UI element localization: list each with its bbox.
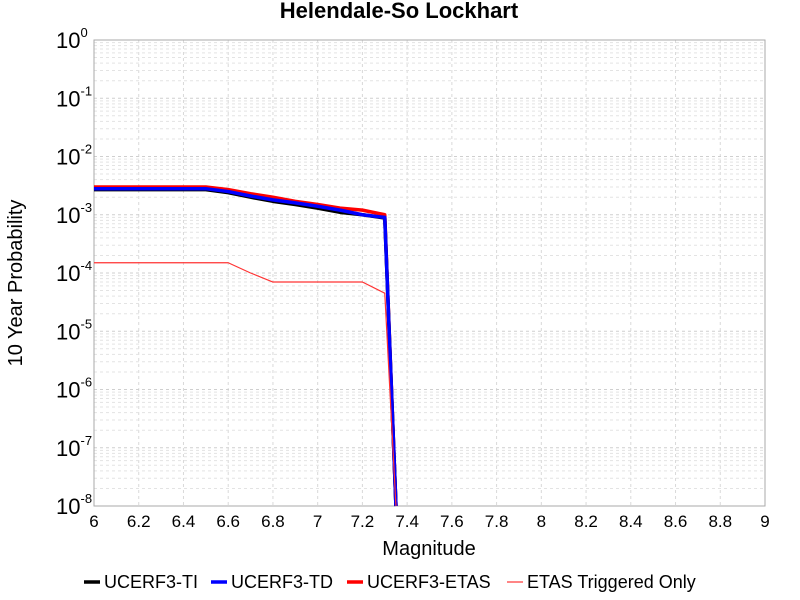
x-axis-label: Magnitude bbox=[382, 538, 475, 560]
y-tick-base: 10 bbox=[56, 28, 80, 53]
y-tick-label: 100 bbox=[56, 25, 88, 53]
plot-frame bbox=[93, 39, 766, 507]
y-tick-label: 10-6 bbox=[56, 375, 92, 403]
x-tick-label: 8.6 bbox=[664, 512, 688, 531]
legend-label: UCERF3-TD bbox=[231, 572, 333, 592]
legend-label: UCERF3-ETAS bbox=[367, 572, 491, 592]
x-tick-label: 7.2 bbox=[351, 512, 375, 531]
x-tick-label: 8 bbox=[537, 512, 546, 531]
y-tick-exponent: -2 bbox=[80, 142, 92, 157]
y-tick-exponent: -5 bbox=[80, 316, 92, 331]
x-tick-label: 9 bbox=[760, 512, 769, 531]
y-tick-exponent: -1 bbox=[80, 83, 92, 98]
y-tick-exponent: -8 bbox=[80, 491, 92, 506]
x-tick-label: 8.2 bbox=[574, 512, 598, 531]
x-tick-label: 7.8 bbox=[485, 512, 509, 531]
y-tick-label: 10-7 bbox=[56, 433, 92, 461]
x-axis-ticks: 6 6.2 6.4 6.6 6.8 7 7.2 7.4 7.6 7.8 8 8.2 8.4 8.6 8.8 9 bbox=[89, 512, 769, 531]
y-tick-base: 10 bbox=[56, 145, 80, 170]
chart-title: Helendale-So Lockhart bbox=[280, 0, 519, 23]
y-tick-base: 10 bbox=[56, 86, 80, 111]
x-tick-label: 6.6 bbox=[216, 512, 240, 531]
y-tick-label: 10-8 bbox=[56, 491, 92, 519]
y-tick-base: 10 bbox=[56, 261, 80, 286]
x-tick-label: 7 bbox=[313, 512, 322, 531]
series-group bbox=[94, 185, 398, 507]
x-tick-label: 8.8 bbox=[708, 512, 732, 531]
y-tick-label: 10-1 bbox=[56, 83, 92, 111]
y-tick-exponent: 0 bbox=[80, 25, 87, 40]
grid bbox=[93, 40, 766, 507]
y-tick-base: 10 bbox=[56, 378, 80, 403]
y-tick-label: 10-4 bbox=[56, 258, 92, 286]
legend-label: UCERF3-TI bbox=[104, 572, 198, 592]
y-tick-base: 10 bbox=[56, 319, 80, 344]
series-line-ucerf3-td bbox=[94, 186, 398, 507]
legend-label: ETAS Triggered Only bbox=[527, 572, 696, 592]
x-tick-label: 6.2 bbox=[127, 512, 151, 531]
y-tick-base: 10 bbox=[56, 436, 80, 461]
series-line-etas-triggered-only bbox=[94, 262, 397, 507]
y-tick-base: 10 bbox=[56, 494, 80, 519]
legend: UCERF3-TI UCERF3-TD UCERF3-ETAS ETAS Trigge… bbox=[84, 572, 696, 592]
x-tick-label: 6.8 bbox=[261, 512, 285, 531]
x-tick-label: 7.4 bbox=[395, 512, 419, 531]
x-tick-label: 7.6 bbox=[440, 512, 464, 531]
y-tick-exponent: -7 bbox=[80, 433, 92, 448]
y-axis-label: 10 Year Probability bbox=[5, 200, 27, 367]
x-tick-label: 8.4 bbox=[619, 512, 643, 531]
y-tick-exponent: -6 bbox=[80, 375, 92, 390]
y-tick-label: 10-2 bbox=[56, 142, 92, 170]
y-tick-base: 10 bbox=[56, 203, 80, 228]
y-tick-label: 10-5 bbox=[56, 316, 92, 344]
x-tick-label: 6 bbox=[89, 512, 98, 531]
y-tick-exponent: -3 bbox=[80, 200, 92, 215]
y-tick-label: 10-3 bbox=[56, 200, 92, 228]
x-tick-label: 6.4 bbox=[172, 512, 196, 531]
y-tick-exponent: -4 bbox=[80, 258, 92, 273]
